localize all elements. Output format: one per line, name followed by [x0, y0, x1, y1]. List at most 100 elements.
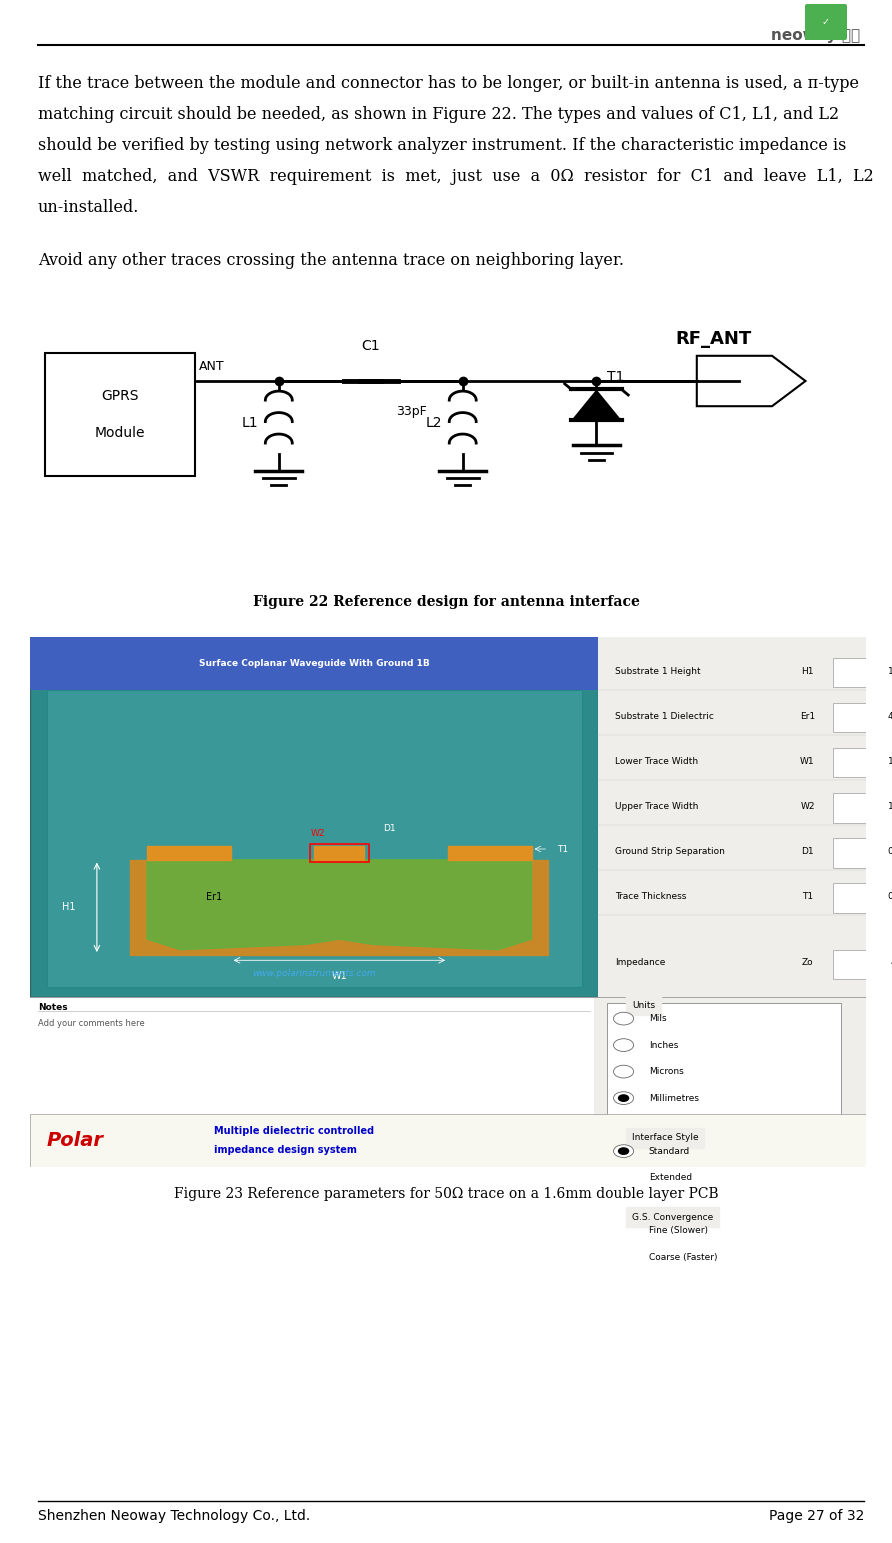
- Text: C1: C1: [361, 339, 380, 353]
- Bar: [832, 793, 892, 822]
- Text: Impedance: Impedance: [615, 958, 665, 967]
- Bar: [30, 997, 599, 1167]
- Bar: [594, 997, 866, 1167]
- Text: Substrate 1 Height: Substrate 1 Height: [615, 667, 701, 676]
- Circle shape: [614, 1092, 633, 1105]
- Text: 33pF: 33pF: [396, 406, 426, 418]
- Text: www.polarinstruments.com: www.polarinstruments.com: [252, 969, 376, 978]
- Circle shape: [614, 1012, 633, 1025]
- Text: Er1: Er1: [206, 892, 222, 901]
- Text: D1: D1: [801, 847, 814, 856]
- Text: Figure 23 Reference parameters for 50Ω trace on a 1.6mm double layer PCB: Figure 23 Reference parameters for 50Ω t…: [174, 1187, 718, 1200]
- Text: Microns: Microns: [648, 1068, 683, 1075]
- Text: 1.6000: 1.6000: [888, 667, 892, 676]
- Text: Multiple dielectric controlled: Multiple dielectric controlled: [214, 1126, 374, 1136]
- Text: W1: W1: [332, 971, 347, 981]
- Text: T1: T1: [802, 892, 813, 901]
- Polygon shape: [147, 859, 532, 949]
- Text: 0.0350: 0.0350: [888, 892, 892, 901]
- Circle shape: [614, 1065, 633, 1079]
- Text: Inches: Inches: [648, 1040, 678, 1049]
- Text: L2: L2: [425, 417, 442, 430]
- Text: Coarse (Faster): Coarse (Faster): [648, 1253, 717, 1262]
- Text: Millimetres: Millimetres: [648, 1094, 698, 1103]
- Text: 4.3000: 4.3000: [888, 711, 892, 721]
- Circle shape: [614, 1145, 633, 1157]
- Text: Extended: Extended: [648, 1173, 692, 1182]
- Text: 49.77: 49.77: [891, 958, 892, 967]
- Circle shape: [614, 1038, 633, 1051]
- FancyBboxPatch shape: [805, 5, 847, 40]
- Text: Avoid any other traces crossing the antenna trace on neighboring layer.: Avoid any other traces crossing the ante…: [38, 252, 624, 268]
- Text: neoway 有方: neoway 有方: [771, 28, 860, 43]
- Text: Er1: Er1: [800, 711, 815, 721]
- Text: Ground Strip Separation: Ground Strip Separation: [615, 847, 725, 856]
- Text: RF_ANT: RF_ANT: [675, 330, 752, 349]
- Bar: [30, 637, 599, 997]
- Text: Mils: Mils: [648, 1014, 666, 1023]
- Bar: [607, 1003, 841, 1129]
- Text: L1: L1: [241, 417, 258, 430]
- Bar: [832, 884, 892, 912]
- Text: G.S. Convergence: G.S. Convergence: [632, 1213, 714, 1222]
- Text: un-installed.: un-installed.: [38, 199, 139, 216]
- Bar: [599, 637, 866, 997]
- Text: well  matched,  and  VSWR  requirement  is  met,  just  use  a  0Ω  resistor  fo: well matched, and VSWR requirement is me…: [38, 168, 874, 185]
- Text: Module: Module: [95, 426, 145, 440]
- Text: Notes: Notes: [38, 1003, 68, 1012]
- Circle shape: [618, 1148, 629, 1154]
- Text: Trace Thickness: Trace Thickness: [615, 892, 687, 901]
- Circle shape: [618, 1227, 629, 1234]
- Text: GPRS: GPRS: [101, 389, 139, 403]
- Bar: [607, 1136, 841, 1210]
- Text: Figure 22 Reference design for antenna interface: Figure 22 Reference design for antenna i…: [252, 596, 640, 609]
- Text: Polar: Polar: [46, 1131, 103, 1150]
- Bar: [832, 704, 892, 733]
- Text: Surface Coplanar Waveguide With Ground 1B: Surface Coplanar Waveguide With Ground 1…: [199, 659, 430, 668]
- Circle shape: [614, 1171, 633, 1183]
- Circle shape: [618, 1096, 629, 1102]
- Bar: [832, 838, 892, 867]
- Text: T1: T1: [557, 844, 568, 853]
- Polygon shape: [147, 847, 231, 859]
- Text: W2: W2: [800, 802, 814, 812]
- Text: Add your comments here: Add your comments here: [38, 1018, 145, 1028]
- Text: D1: D1: [384, 824, 396, 833]
- Text: 1.1000: 1.1000: [888, 758, 892, 765]
- Bar: [310, 844, 368, 863]
- Bar: [832, 748, 892, 778]
- Text: impedance design system: impedance design system: [214, 1145, 357, 1156]
- Bar: [45, 353, 195, 477]
- Bar: [832, 659, 892, 687]
- Text: ANT: ANT: [200, 361, 225, 373]
- Polygon shape: [448, 847, 532, 859]
- Text: ✓: ✓: [822, 17, 830, 26]
- Text: Upper Trace Width: Upper Trace Width: [615, 802, 698, 812]
- Circle shape: [614, 1251, 633, 1264]
- Text: Lower Trace Width: Lower Trace Width: [615, 758, 698, 765]
- Bar: [30, 1114, 866, 1167]
- Text: Page 27 of 32: Page 27 of 32: [769, 1509, 864, 1523]
- Text: 1.1000: 1.1000: [888, 802, 892, 812]
- Text: 0.2000: 0.2000: [888, 847, 892, 856]
- Polygon shape: [130, 859, 549, 955]
- Text: Standard: Standard: [648, 1146, 690, 1156]
- Bar: [46, 690, 582, 988]
- Text: matching circuit should be needed, as shown in Figure 22. The types and values o: matching circuit should be needed, as sh…: [38, 106, 839, 123]
- Text: Shenzhen Neoway Technology Co., Ltd.: Shenzhen Neoway Technology Co., Ltd.: [38, 1509, 310, 1523]
- Bar: [607, 1214, 841, 1288]
- Polygon shape: [697, 356, 805, 406]
- Bar: [832, 949, 892, 978]
- Circle shape: [614, 1224, 633, 1237]
- Polygon shape: [314, 847, 365, 859]
- Text: Units: Units: [632, 1001, 655, 1009]
- Text: T1: T1: [607, 370, 624, 384]
- Text: Fine (Slower): Fine (Slower): [648, 1227, 707, 1234]
- Text: should be verified by testing using network analyzer instrument. If the characte: should be verified by testing using netw…: [38, 137, 847, 154]
- Text: H1: H1: [62, 903, 76, 912]
- Text: W1: W1: [800, 758, 814, 765]
- Bar: [30, 637, 599, 690]
- Text: If the trace between the module and connector has to be longer, or built-in ante: If the trace between the module and conn…: [38, 76, 859, 93]
- Text: Interface Style: Interface Style: [632, 1134, 698, 1142]
- Text: Substrate 1 Dielectric: Substrate 1 Dielectric: [615, 711, 714, 721]
